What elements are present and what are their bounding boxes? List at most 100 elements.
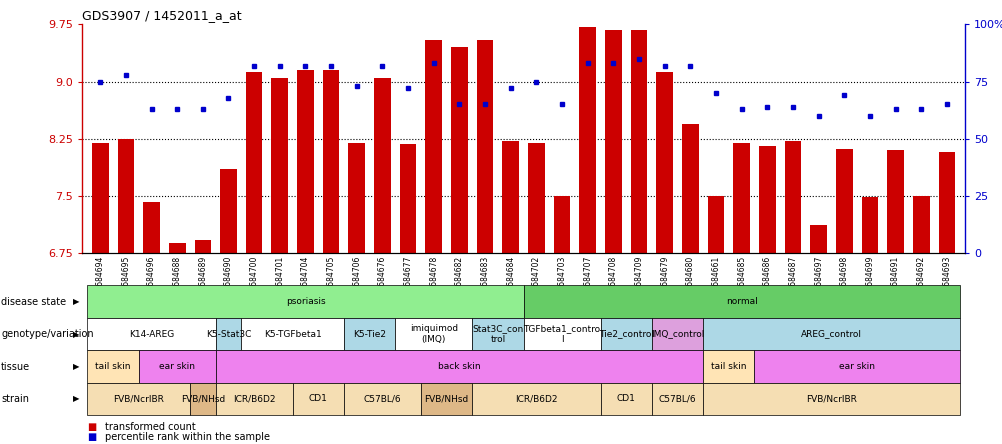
Bar (245, 72, 263, 253)
Bar (194, 240, 211, 253)
Bar (189, 383, 215, 415)
Text: FVB/NcrIBR: FVB/NcrIBR (806, 394, 856, 404)
Bar (87, 383, 189, 415)
Bar (87, 350, 138, 383)
Text: genotype/variation: genotype/variation (1, 329, 93, 339)
Text: K5-TGFbeta1: K5-TGFbeta1 (264, 329, 322, 339)
Text: FVB/NHsd: FVB/NHsd (180, 394, 224, 404)
Bar (425, 40, 442, 253)
Bar (92, 143, 108, 253)
Bar (702, 383, 959, 415)
Bar (219, 169, 236, 253)
Text: tail skin: tail skin (95, 362, 130, 371)
Bar (400, 144, 416, 253)
Bar (732, 143, 749, 253)
Bar (754, 350, 959, 383)
Bar (600, 318, 651, 350)
Bar (759, 147, 775, 253)
Bar (472, 318, 523, 350)
Bar (553, 196, 570, 253)
Bar (702, 350, 754, 383)
Bar (707, 196, 723, 253)
Text: back skin: back skin (438, 362, 480, 371)
Text: K14-AREG: K14-AREG (129, 329, 174, 339)
Text: ■: ■ (87, 432, 96, 442)
Bar (168, 243, 185, 253)
Bar (297, 70, 314, 253)
Bar (887, 150, 903, 253)
Bar (604, 30, 621, 253)
Text: ear skin: ear skin (159, 362, 195, 371)
Bar (527, 143, 544, 253)
Text: AREG_control: AREG_control (801, 329, 861, 339)
Bar (523, 318, 600, 350)
Text: Tie2_control: Tie2_control (598, 329, 653, 339)
Bar (87, 318, 215, 350)
Text: ■: ■ (87, 422, 96, 432)
Text: ear skin: ear skin (839, 362, 875, 371)
Bar (344, 318, 395, 350)
Text: transformed count: transformed count (105, 422, 195, 432)
Text: tissue: tissue (1, 361, 30, 372)
Text: ▶: ▶ (73, 394, 79, 404)
Text: FVB/NcrIBR: FVB/NcrIBR (113, 394, 164, 404)
Bar (215, 318, 241, 350)
Bar (912, 196, 929, 253)
Text: percentile rank within the sample: percentile rank within the sample (105, 432, 271, 442)
Text: normal: normal (725, 297, 757, 306)
Text: ▶: ▶ (73, 362, 79, 371)
Text: imiquimod
(IMQ): imiquimod (IMQ) (409, 325, 457, 344)
Bar (421, 383, 472, 415)
Bar (395, 318, 472, 350)
Text: GDS3907 / 1452011_a_at: GDS3907 / 1452011_a_at (82, 9, 241, 22)
Bar (655, 72, 672, 253)
Bar (861, 198, 878, 253)
Bar (215, 350, 702, 383)
Text: IMQ_control: IMQ_control (650, 329, 703, 339)
Bar (630, 30, 646, 253)
Text: K5-Tie2: K5-Tie2 (353, 329, 386, 339)
Text: Stat3C_con
trol: Stat3C_con trol (472, 325, 523, 344)
Text: disease state: disease state (1, 297, 66, 307)
Bar (651, 383, 702, 415)
Text: ICR/B6D2: ICR/B6D2 (232, 394, 276, 404)
Bar (476, 40, 493, 253)
Bar (579, 27, 595, 253)
Bar (138, 350, 215, 383)
Bar (272, 78, 288, 253)
Text: C57BL/6: C57BL/6 (658, 394, 695, 404)
Text: ▶: ▶ (73, 297, 79, 306)
Text: CD1: CD1 (309, 394, 328, 404)
Bar (835, 149, 852, 253)
Text: psoriasis: psoriasis (286, 297, 325, 306)
Bar (323, 70, 339, 253)
Bar (784, 141, 801, 253)
Bar (523, 285, 959, 318)
Bar (241, 318, 344, 350)
Text: CD1: CD1 (616, 394, 635, 404)
Bar (451, 48, 467, 253)
Bar (215, 383, 293, 415)
Text: FVB/NHsd: FVB/NHsd (424, 394, 468, 404)
Bar (502, 141, 519, 253)
Bar (938, 152, 954, 253)
Bar (143, 202, 159, 253)
Bar (810, 225, 826, 253)
Text: K5-Stat3C: K5-Stat3C (205, 329, 250, 339)
Bar (87, 285, 523, 318)
Bar (117, 139, 134, 253)
Text: TGFbeta1_contro
l: TGFbeta1_contro l (523, 325, 600, 344)
Bar (293, 383, 344, 415)
Bar (374, 78, 391, 253)
Bar (600, 383, 651, 415)
Text: tail skin: tail skin (710, 362, 745, 371)
Bar (651, 318, 702, 350)
Bar (702, 318, 959, 350)
Bar (348, 143, 365, 253)
Bar (472, 383, 600, 415)
Text: ICR/B6D2: ICR/B6D2 (515, 394, 557, 404)
Text: ▶: ▶ (73, 329, 79, 339)
Text: strain: strain (1, 394, 29, 404)
Bar (681, 123, 698, 253)
Bar (344, 383, 421, 415)
